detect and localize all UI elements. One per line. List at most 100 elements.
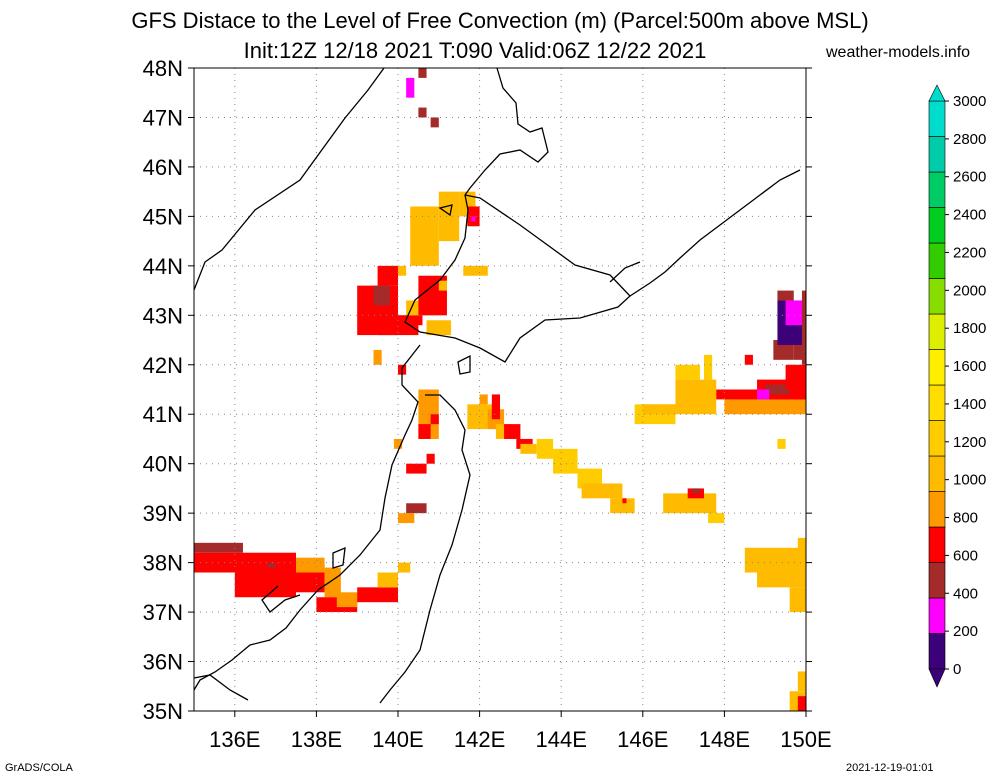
field-cell — [553, 448, 578, 474]
field-cell — [418, 424, 431, 439]
field-cell — [463, 265, 488, 276]
colorbar-label: 2200 — [953, 244, 986, 261]
field-cell — [430, 414, 439, 425]
field-cell — [504, 424, 521, 439]
kuril-islands — [629, 169, 801, 297]
field-cell — [336, 592, 358, 608]
latitude-label: 46N — [143, 155, 183, 180]
grid-lines — [194, 68, 806, 711]
colorbar-swatch — [928, 100, 946, 137]
field-cell — [610, 498, 635, 514]
field-cell — [663, 493, 717, 514]
field-cell — [789, 587, 806, 613]
longitude-label: 146E — [617, 727, 668, 752]
field-cell — [797, 537, 806, 563]
colorbar-swatch — [928, 136, 946, 173]
longitude-label: 136E — [209, 727, 260, 752]
field-cell — [765, 384, 790, 395]
latitude-label: 42N — [143, 353, 183, 378]
kuril-islands-2 — [609, 261, 641, 283]
longitude-label: 144E — [536, 727, 587, 752]
colorbar-swatch — [928, 597, 946, 634]
field-cell — [398, 513, 415, 524]
sakhalin-coastline — [464, 67, 549, 196]
longitude-labels: 136E 138E 140E 142E 144E 146E 148E 150E — [209, 711, 832, 752]
colorbar-label: 1200 — [953, 434, 986, 451]
colorbar-label: 2600 — [953, 169, 986, 186]
map-title: GFS Distace to the Level of Free Convect… — [131, 8, 869, 33]
latitude-label: 38N — [143, 551, 183, 576]
colorbar-label: 1800 — [953, 320, 986, 337]
field-cell — [267, 562, 276, 568]
field-cell — [410, 206, 439, 266]
colorbar-label: 0 — [953, 661, 961, 678]
colorbar-swatch — [928, 455, 946, 492]
field-cell — [479, 394, 488, 405]
latitude-label: 40N — [143, 452, 183, 477]
colorbar-swatch — [928, 313, 946, 350]
field-shading — [194, 68, 806, 711]
okushiri-island — [457, 354, 471, 375]
field-cell — [708, 513, 725, 524]
colorbar-label: 200 — [953, 623, 978, 640]
field-cell — [622, 498, 627, 504]
field-cell — [438, 191, 460, 242]
longitude-label: 142E — [454, 727, 505, 752]
plot-frame — [193, 67, 807, 712]
colorbar-label: 400 — [953, 585, 978, 602]
latitude-label: 35N — [143, 699, 183, 724]
field-cell — [398, 562, 411, 573]
sado-island — [332, 546, 346, 569]
colorbar-swatch — [928, 207, 946, 244]
site-credit: weather-models.info — [826, 44, 971, 61]
field-cell — [393, 438, 403, 449]
colorbar-swatch — [928, 633, 946, 670]
grads-credit: GrADS/COLA — [5, 762, 73, 774]
latitude-label: 36N — [143, 650, 183, 675]
field-cell — [234, 572, 296, 598]
honshu-coastline — [193, 344, 421, 691]
field-cell — [406, 77, 415, 98]
shikoku-coast — [193, 674, 249, 701]
map-canvas: 48N 47N 46N 45N 44N 43N 42N 41N 40N 39N 38N 37N 36N 3… — [143, 56, 987, 752]
field-cell — [418, 107, 427, 118]
field-cell — [194, 552, 296, 573]
colorbar-swatch — [928, 491, 946, 528]
field-cell — [377, 572, 398, 588]
map-subtitle: Init:12Z 12/18 2021 T:090 Valid:06Z 12/2… — [243, 38, 707, 63]
colorbar-label: 2800 — [953, 131, 986, 148]
colorbar-swatch — [928, 562, 946, 599]
latitude-label: 45N — [143, 204, 183, 229]
field-cell — [785, 300, 806, 326]
field-cell — [797, 671, 806, 692]
colorbar-swatch — [928, 420, 946, 457]
field-cell — [296, 557, 325, 573]
field-cell — [324, 567, 341, 598]
latitude-label: 41N — [143, 402, 183, 427]
field-cell — [426, 320, 452, 336]
field-cell — [406, 503, 427, 514]
field-cell — [704, 354, 713, 380]
colorbar-over-arrow — [928, 84, 946, 102]
colorbar-swatch — [928, 171, 946, 208]
field-cell — [675, 364, 700, 380]
colorbar-swatch — [928, 349, 946, 386]
generated-timestamp: 2021-12-19-01:01 — [846, 762, 934, 774]
coastlines — [193, 67, 801, 704]
field-cell — [491, 394, 500, 420]
field-cell — [785, 364, 806, 390]
field-cell — [801, 290, 806, 365]
hokkaido-coastline — [404, 194, 631, 363]
colorbar: 3000280026002400220020001800160014001200… — [928, 84, 986, 688]
colorbar-swatch — [928, 526, 946, 563]
latitude-label: 37N — [143, 600, 183, 625]
field-cell — [777, 290, 794, 301]
honshu-pacific-coastline — [379, 394, 471, 704]
field-cell — [377, 315, 419, 336]
colorbar-under-arrow — [928, 668, 946, 688]
rishiri-island — [438, 204, 453, 217]
longitude-label: 150E — [780, 727, 831, 752]
field-cell — [357, 587, 398, 603]
noto-peninsula — [261, 585, 301, 613]
field-cell — [520, 443, 537, 454]
